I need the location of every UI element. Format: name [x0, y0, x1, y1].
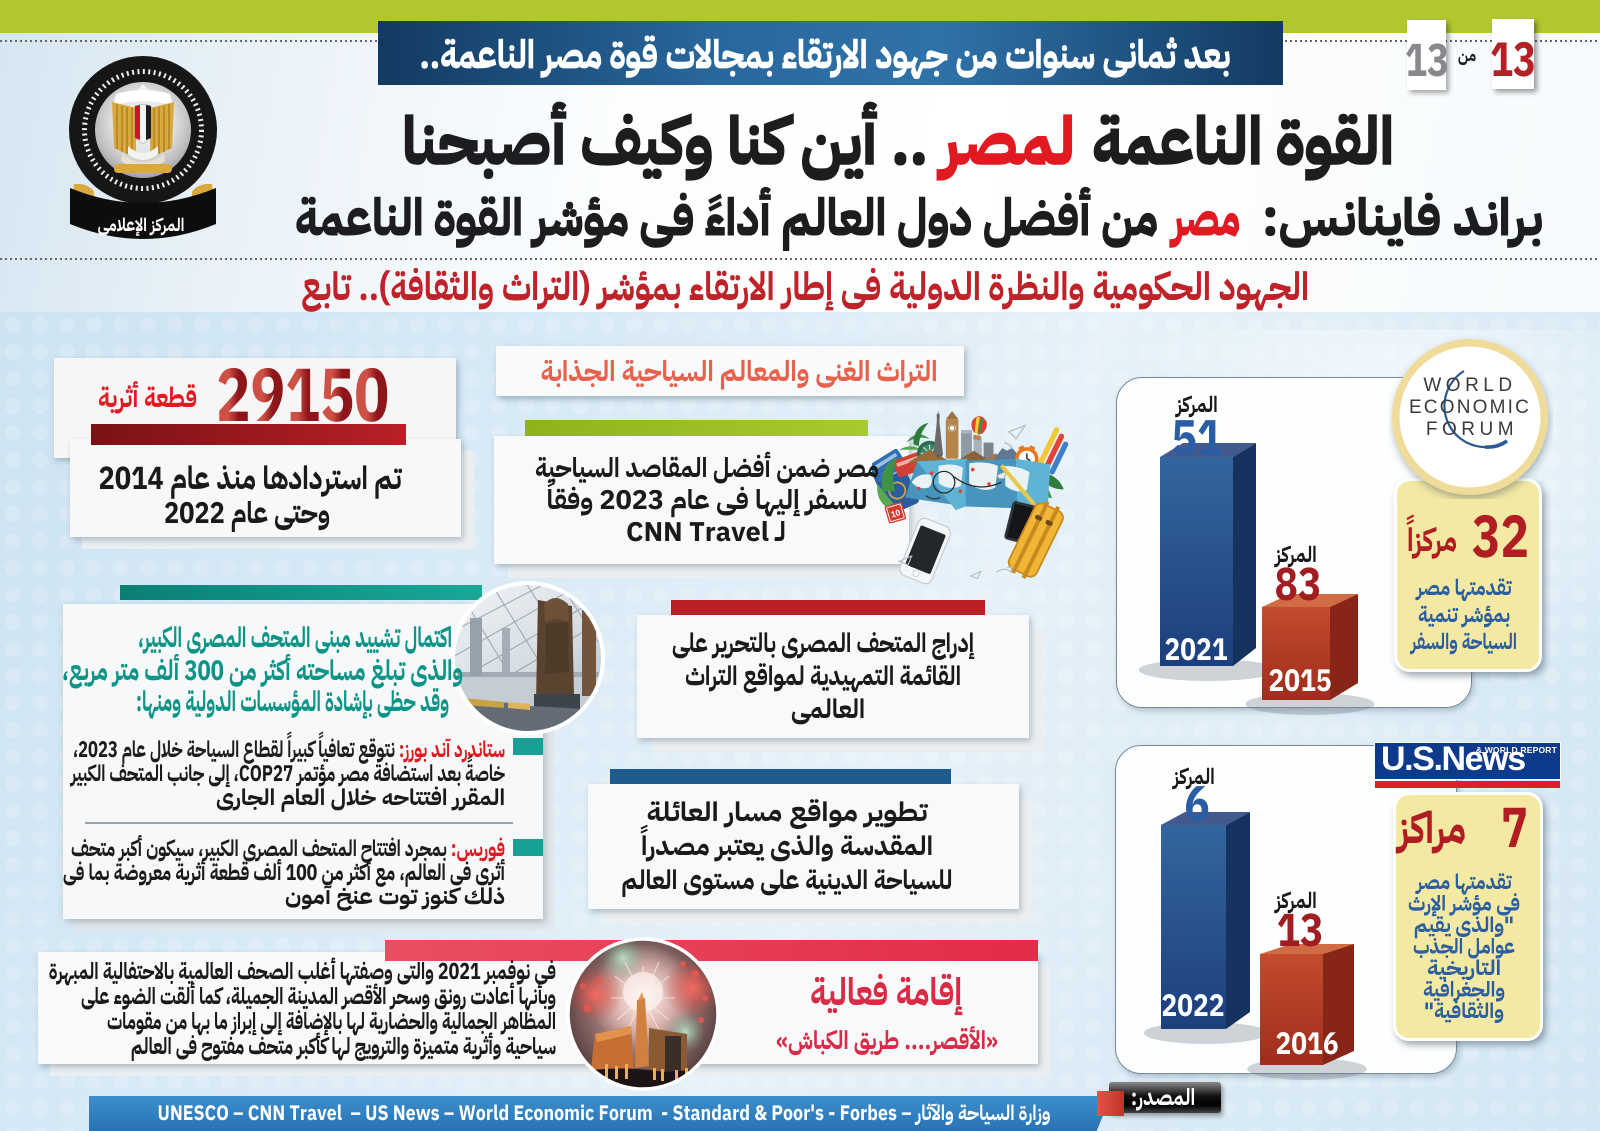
svg-text:WORLD: WORLD	[1423, 375, 1516, 396]
svg-text:10: 10	[890, 507, 902, 519]
svg-text:FORUM: FORUM	[1426, 419, 1518, 440]
svg-text:ECONOMIC: ECONOMIC	[1409, 397, 1531, 418]
